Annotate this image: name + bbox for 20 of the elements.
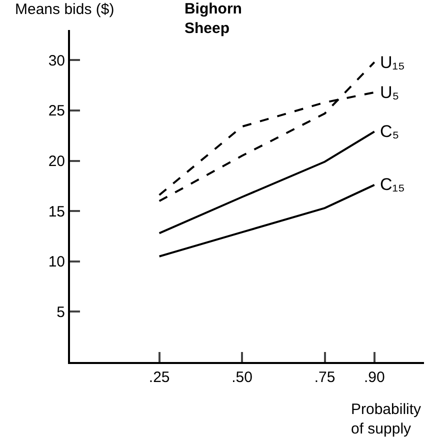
series-label: C₁₅ [380, 175, 405, 194]
x-axis-title: Probability of supply [351, 401, 422, 438]
y-tick-label: 25 [48, 102, 65, 120]
y-tick-label: 30 [48, 52, 65, 70]
y-tick-label: 15 [48, 203, 65, 220]
x-tick-label: .50 [232, 369, 252, 386]
x-tick-label: .75 [314, 369, 336, 386]
series-label: U₁₅ [380, 53, 405, 72]
chart-title: Bighorn Sheep [184, 0, 242, 37]
line-series [158, 130, 376, 234]
y-tick-label: 20 [48, 153, 65, 170]
line-series [158, 184, 376, 258]
line-series [158, 61, 376, 202]
x-tick-label: .90 [364, 369, 385, 386]
y-tick-label: 10 [48, 254, 65, 271]
x-tick-label: .25 [148, 369, 170, 386]
y-tick-label: 5 [56, 304, 65, 321]
series-label: C₅ [380, 122, 400, 141]
series-label: U₅ [380, 83, 400, 102]
y-axis-title: Means bids ($) [15, 1, 114, 18]
